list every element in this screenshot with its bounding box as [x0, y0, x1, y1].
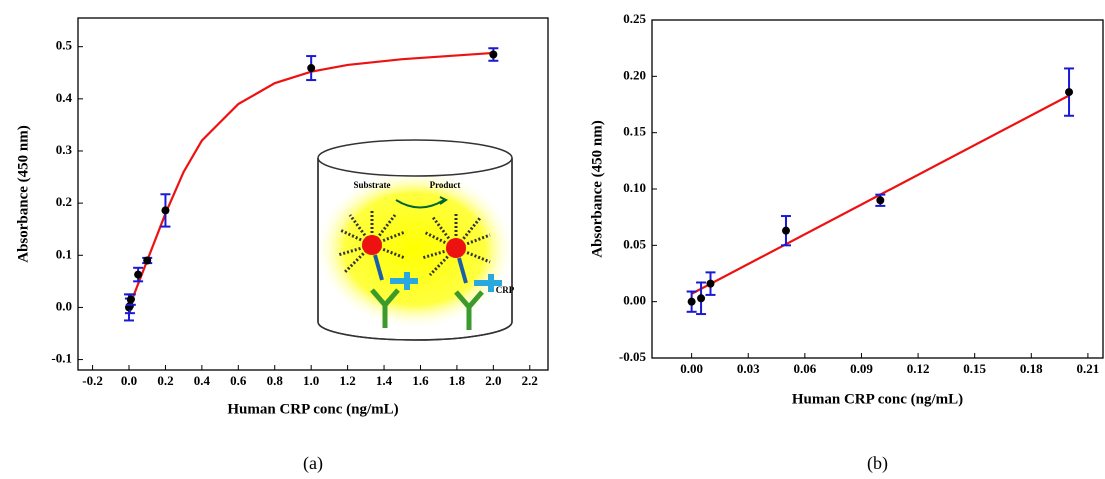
data-point	[307, 64, 316, 73]
plot-frame	[77, 17, 549, 371]
y-tick-label: 0.5	[56, 38, 73, 53]
x-tick-label: 0.21	[1077, 361, 1100, 376]
x-tick-label: 0.12	[907, 361, 930, 376]
x-tick-label: 0.00	[680, 361, 703, 376]
y-tick-label: 0.10	[623, 180, 646, 195]
x-tick-label: 0.15	[963, 361, 986, 376]
y-axis-title: Absorbance (450 nm)	[15, 125, 31, 263]
plot-frame	[651, 19, 1104, 359]
y-tick-label: 0.05	[623, 236, 646, 251]
panel-label: (b)	[867, 453, 888, 474]
data-point	[126, 295, 135, 304]
y-axis-title: Absorbance (450 nm)	[589, 120, 605, 258]
y-tick-label: 0.20	[623, 67, 646, 82]
inset-label: Substrate	[353, 180, 390, 190]
x-tick-label: 0.4	[194, 373, 211, 388]
y-tick-label: 0.0	[56, 298, 72, 313]
y-tick-label: -0.1	[51, 351, 72, 366]
y-tick-label: 0.2	[56, 194, 72, 209]
data-point	[489, 50, 498, 59]
y-tick-label: 0.15	[623, 124, 646, 139]
x-tick-label: 0.09	[850, 361, 873, 376]
fit-line	[127, 51, 494, 308]
x-tick-label: 0.2	[157, 373, 173, 388]
data-point	[781, 226, 790, 235]
data-point	[161, 206, 170, 215]
x-tick-label: 1.8	[449, 373, 466, 388]
x-tick-label: 1.0	[303, 373, 319, 388]
x-tick-label: 2.0	[485, 373, 501, 388]
y-tick-label: 0.1	[56, 246, 72, 261]
data-point	[143, 256, 152, 265]
data-point	[687, 297, 696, 306]
y-tick-label: -0.05	[619, 349, 647, 364]
panel-label: (a)	[303, 453, 323, 474]
x-tick-label: 0.18	[1020, 361, 1043, 376]
inset-label: Product	[430, 180, 461, 190]
data-point	[876, 196, 885, 205]
x-tick-label: 1.2	[339, 373, 355, 388]
inset-illustration: Substrate Product CRP	[315, 139, 515, 341]
x-tick-label: 2.2	[522, 373, 538, 388]
y-tick-label: 0.25	[623, 11, 646, 26]
x-tick-label: 0.8	[267, 373, 284, 388]
x-tick-label: 0.03	[737, 361, 760, 376]
y-tick-label: 0.3	[56, 142, 73, 157]
data-point	[697, 294, 706, 303]
x-tick-label: 0.6	[230, 373, 247, 388]
x-tick-label: 0.0	[121, 373, 137, 388]
inset-label: CRP	[496, 285, 515, 295]
x-axis-title: Human CRP conc (ng/mL)	[227, 401, 398, 417]
data-point	[706, 279, 715, 288]
x-tick-label: 0.06	[793, 361, 816, 376]
data-point	[134, 270, 143, 279]
y-tick-label: 0.4	[56, 90, 73, 105]
data-point	[1065, 88, 1074, 97]
x-tick-label: -0.2	[82, 373, 103, 388]
x-tick-label: 1.4	[376, 373, 393, 388]
x-axis-title: Human CRP conc (ng/mL)	[792, 391, 963, 407]
x-tick-label: 1.6	[412, 373, 429, 388]
y-tick-label: 0.00	[623, 293, 646, 308]
